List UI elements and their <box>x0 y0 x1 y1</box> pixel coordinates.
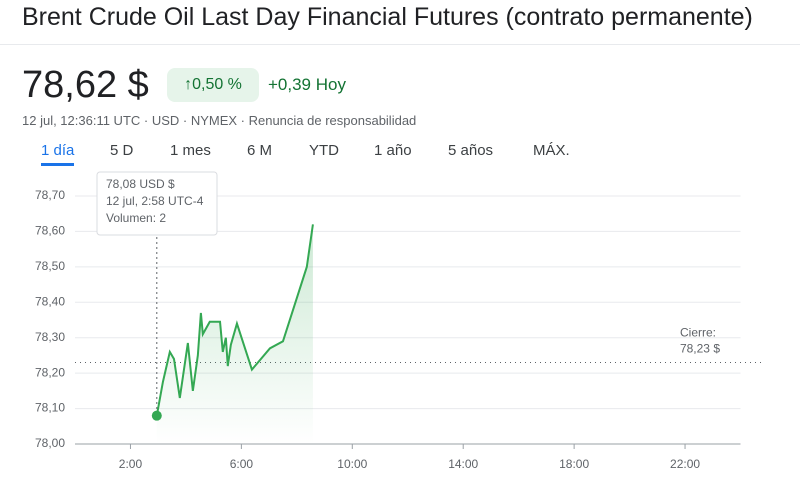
tab[interactable]: 5 D <box>110 142 134 159</box>
x-tick-label: 2:00 <box>119 457 143 471</box>
y-tick-label: 78,60 <box>35 224 65 238</box>
tab[interactable]: 1 día <box>41 142 75 166</box>
tooltip-time: 12 jul, 2:58 UTC-4 <box>106 194 204 208</box>
price: 78,62 $ <box>22 64 149 106</box>
y-tick-label: 78,10 <box>35 401 65 415</box>
y-tick-label: 78,30 <box>35 330 65 344</box>
tooltip-volume: Volumen: 2 <box>106 211 166 225</box>
meta: 12 jul, 12:36:11 UTC · USD · NYMEX · Ren… <box>22 113 417 128</box>
x-tick-label: 18:00 <box>559 457 589 471</box>
tab[interactable]: MÁX. <box>533 142 570 159</box>
y-tick-label: 78,20 <box>35 365 65 379</box>
x-tick-label: 6:00 <box>230 457 254 471</box>
title: Brent Crude Oil Last Day Financial Futur… <box>22 3 753 31</box>
y-tick-label: 78,40 <box>35 294 65 308</box>
tab[interactable]: YTD <box>309 142 339 159</box>
tab[interactable]: 5 años <box>448 142 494 159</box>
change-pct: 0,50 % <box>192 76 242 93</box>
price-line <box>155 224 314 416</box>
x-tick-label: 22:00 <box>670 457 700 471</box>
tooltip-price: 78,08 USD $ <box>106 177 175 191</box>
tab[interactable]: 6 M <box>247 142 273 159</box>
separator <box>0 44 800 45</box>
x-tick-label: 10:00 <box>337 457 367 471</box>
y-tick-label: 78,00 <box>35 436 65 450</box>
close-label: Cierre: <box>680 326 716 340</box>
tab[interactable]: 1 año <box>374 142 412 159</box>
y-tick-label: 78,50 <box>35 259 65 273</box>
change-abs: +0,39 Hoy <box>268 75 346 94</box>
close-value: 78,23 $ <box>680 342 720 356</box>
y-tick-label: 78,70 <box>35 188 65 202</box>
tooltip-box <box>96 171 218 236</box>
change-badge: ↑0,50 % <box>167 68 259 102</box>
hover-dot <box>151 410 162 421</box>
x-tick-label: 14:00 <box>448 457 478 471</box>
tab[interactable]: 1 mes <box>170 142 211 159</box>
